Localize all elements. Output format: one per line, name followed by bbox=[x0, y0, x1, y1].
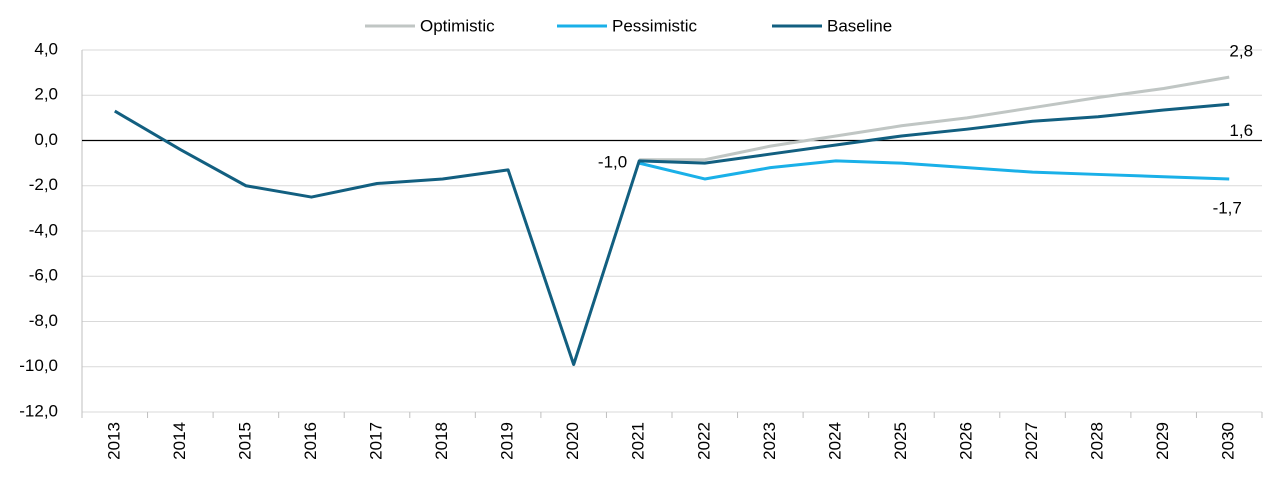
y-tick-label: -12,0 bbox=[19, 401, 58, 420]
y-tick-label: -4,0 bbox=[29, 220, 58, 239]
y-tick-label: -8,0 bbox=[29, 311, 58, 330]
x-tick-label: 2013 bbox=[104, 422, 123, 460]
y-tick-label: 4,0 bbox=[34, 39, 58, 58]
legend-label: Optimistic bbox=[420, 16, 495, 35]
legend-label: Baseline bbox=[827, 16, 892, 35]
series-line bbox=[114, 102, 1230, 366]
x-tick-label: 2030 bbox=[1219, 422, 1238, 460]
y-tick-label: -10,0 bbox=[19, 356, 58, 375]
data-label: -1,0 bbox=[598, 153, 627, 172]
x-tick-label: 2021 bbox=[629, 422, 648, 460]
x-tick-label: 2024 bbox=[825, 422, 844, 460]
x-tick-label: 2023 bbox=[760, 422, 779, 460]
data-label: 1,6 bbox=[1229, 121, 1253, 140]
y-tick-label: 0,0 bbox=[34, 130, 58, 149]
y-tick-label: 2,0 bbox=[34, 85, 58, 104]
x-tick-label: 2027 bbox=[1022, 422, 1041, 460]
x-tick-label: 2018 bbox=[432, 422, 451, 460]
data-label: 2,8 bbox=[1229, 42, 1253, 61]
x-tick-label: 2017 bbox=[366, 422, 385, 460]
x-tick-label: 2028 bbox=[1088, 422, 1107, 460]
x-tick-label: 2016 bbox=[301, 422, 320, 460]
x-tick-label: 2025 bbox=[891, 422, 910, 460]
x-tick-label: 2015 bbox=[235, 422, 254, 460]
x-tick-label: 2026 bbox=[956, 422, 975, 460]
data-label: -1,7 bbox=[1213, 198, 1242, 217]
x-tick-label: 2014 bbox=[170, 422, 189, 460]
x-tick-label: 2029 bbox=[1153, 422, 1172, 460]
x-tick-label: 2020 bbox=[563, 422, 582, 460]
legend-label: Pessimistic bbox=[612, 16, 698, 35]
y-tick-label: -2,0 bbox=[29, 175, 58, 194]
series-line bbox=[639, 75, 1230, 162]
x-tick-label: 2019 bbox=[498, 422, 517, 460]
y-tick-label: -6,0 bbox=[29, 266, 58, 285]
series-line bbox=[638, 159, 1230, 181]
x-tick-label: 2022 bbox=[694, 422, 713, 460]
